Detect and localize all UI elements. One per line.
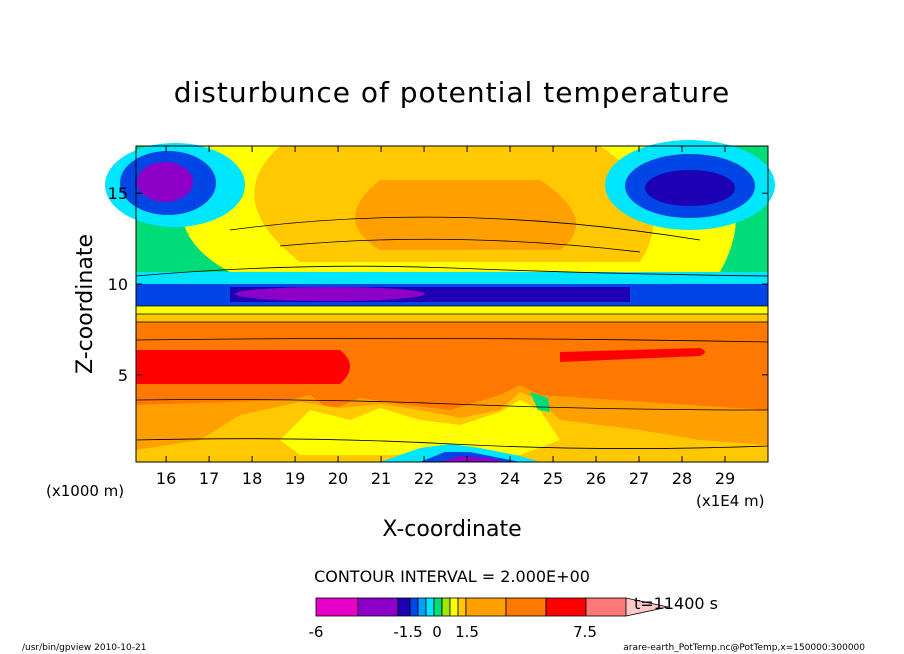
footer-right: arare-earth_PotTemp.nc@PotTemp,x=150000:… <box>623 643 865 653</box>
region-purple-surface <box>440 456 505 462</box>
x-tick-label: 16 <box>156 469 176 488</box>
footer-left: /usr/bin/gpview 2010-10-21 <box>22 643 146 653</box>
colorbar-labels: -6 -1.5 0 1.5 7.5 <box>309 623 597 641</box>
x-tick-label: 19 <box>285 469 305 488</box>
colorbar-label: -1.5 <box>393 623 422 641</box>
colorbar-cell <box>457 597 467 617</box>
band-yellow-tropo <box>136 306 768 314</box>
colorbar-label: 7.5 <box>573 623 597 641</box>
contour-plot <box>105 140 775 463</box>
y-axis: 5 10 15 <box>108 184 768 385</box>
y-tick-label: 5 <box>118 366 128 385</box>
x-tick-label: 21 <box>371 469 391 488</box>
colorbar <box>315 597 669 617</box>
colorbar-cell <box>315 597 359 617</box>
contour-interval-text: CONTOUR INTERVAL = 2.000E+00 <box>314 567 590 586</box>
x-tick-label: 29 <box>715 469 735 488</box>
time-text: t=11400 s <box>634 594 718 613</box>
x-tick-label: 18 <box>242 469 262 488</box>
y-tick-label: 10 <box>108 275 128 294</box>
colorbar-cell <box>397 597 411 617</box>
region-lightyellow-lower <box>280 400 560 455</box>
x-unit-left: (x1000 m) <box>46 482 124 500</box>
x-axis-label: X-coordinate <box>382 517 521 542</box>
colorbar-cell <box>425 597 435 617</box>
y-tick-label: 15 <box>108 184 128 203</box>
region-darkorange-upper <box>355 180 576 250</box>
colorbar-cell <box>585 597 627 617</box>
chart-title: disturbunce of potential temperature <box>174 76 731 109</box>
colorbar-label: 1.5 <box>455 623 479 641</box>
x-tick-label: 24 <box>500 469 520 488</box>
x-tick-label: 20 <box>328 469 348 488</box>
contour-lines <box>135 216 769 449</box>
x-tick-label: 23 <box>457 469 477 488</box>
colorbar-label: -6 <box>309 623 324 641</box>
colorbar-cell <box>433 597 443 617</box>
colorbar-cell <box>505 597 547 617</box>
colorbar-arrow <box>625 597 669 617</box>
colorbar-cell <box>417 597 427 617</box>
region-purple-tropo <box>235 287 425 301</box>
colorbar-cell <box>465 597 507 617</box>
x-unit-right: (x1E4 m) <box>696 492 765 510</box>
x-tick-label: 26 <box>586 469 606 488</box>
x-tick-label: 22 <box>414 469 434 488</box>
band-cyan-tropo <box>136 272 768 284</box>
colorbar-cell <box>545 597 587 617</box>
region-purple-left <box>137 162 193 202</box>
x-tick-label: 17 <box>199 469 219 488</box>
y-axis-label: Z-coordinate <box>73 234 98 374</box>
region-red-right <box>560 348 705 362</box>
plot-frame <box>135 145 769 463</box>
region-darkblue-right <box>645 170 735 206</box>
x-tick-label: 25 <box>543 469 563 488</box>
band-orange-tropo <box>136 314 768 322</box>
region-red-left <box>136 350 350 384</box>
colorbar-cell <box>357 597 399 617</box>
colorbar-label: 0 <box>432 623 442 641</box>
colorbar-cell <box>409 597 419 617</box>
x-axis: 16 17 18 19 20 21 22 23 24 25 26 27 28 29 <box>156 146 735 488</box>
colorbar-cell <box>449 597 459 617</box>
colorbar-cell <box>441 597 451 617</box>
x-tick-label: 28 <box>672 469 692 488</box>
x-tick-label: 27 <box>629 469 649 488</box>
